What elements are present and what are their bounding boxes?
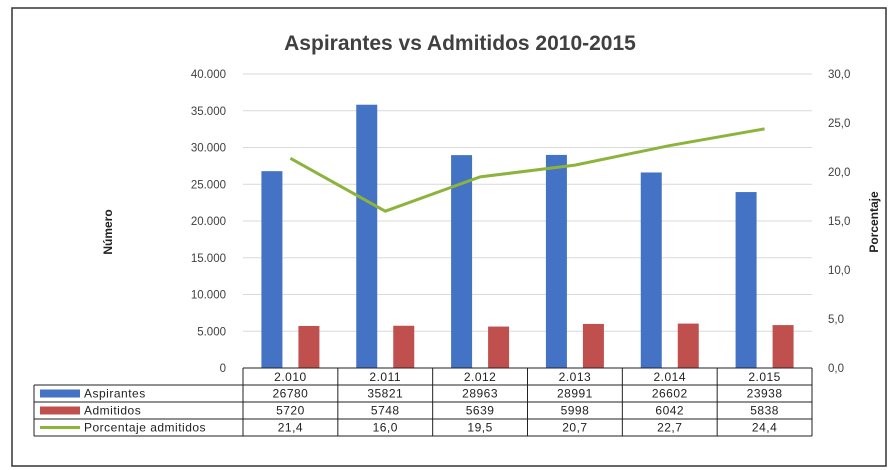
admitidos-bar bbox=[582, 323, 604, 368]
data-label: 23938 bbox=[747, 387, 783, 401]
y2-tick-label: 30,0 bbox=[828, 69, 850, 81]
aspirantes-bar bbox=[735, 192, 757, 368]
data-label: 21,4 bbox=[278, 421, 303, 435]
aspirantes-bar bbox=[545, 154, 567, 368]
admitidos-bar bbox=[488, 326, 510, 368]
x-category-label: 2.013 bbox=[559, 370, 592, 384]
data-label: 6042 bbox=[655, 404, 684, 418]
data-label: 16,0 bbox=[373, 421, 398, 435]
admitidos-bar bbox=[393, 325, 415, 368]
y-tick-label: 40.000 bbox=[191, 69, 226, 81]
aspirantes-legend-key bbox=[40, 389, 80, 398]
x-category-label: 2.014 bbox=[653, 370, 686, 384]
y-tick-label: 20.000 bbox=[191, 216, 226, 228]
data-label: 28963 bbox=[462, 387, 498, 401]
data-label: 28991 bbox=[557, 387, 593, 401]
data-label: 22,7 bbox=[657, 421, 682, 435]
x-category-label: 2.010 bbox=[274, 370, 307, 384]
tick-labels: 0 5.000 10.000 15.000 20.000 25.000 30.000 35.0… bbox=[191, 69, 851, 375]
data-label: 5748 bbox=[371, 404, 400, 418]
data-label: 26780 bbox=[272, 387, 308, 401]
aspirantes-bar bbox=[356, 104, 378, 369]
aspirantes-bar bbox=[640, 172, 662, 368]
data-label: 5639 bbox=[466, 404, 495, 418]
data-label: 5838 bbox=[750, 404, 779, 418]
y2-tick-label: 10,0 bbox=[828, 265, 850, 277]
porcentaje-line bbox=[289, 127, 765, 213]
y-tick-label: 25.000 bbox=[191, 179, 226, 191]
y2-tick-label: 0,0 bbox=[828, 363, 844, 375]
x-category-label: 2.011 bbox=[369, 370, 401, 384]
y-tick-label: 10.000 bbox=[191, 290, 226, 302]
data-label: 26602 bbox=[652, 387, 688, 401]
chart-title: Aspirantes vs Admitidos 2010-2015 bbox=[284, 32, 636, 55]
y2-tick-label: 5,0 bbox=[828, 314, 844, 326]
y-tick-label: 0 bbox=[220, 363, 226, 375]
x-category-label: 2.012 bbox=[464, 370, 497, 384]
y2-tick-label: 25,0 bbox=[828, 118, 850, 130]
y2-axis-title: Porcentaje bbox=[867, 191, 881, 253]
line-layer bbox=[289, 127, 765, 213]
data-table: 2.010 2.011 2.012 2.013 2.014 2.015 Aspirantes… bbox=[33, 367, 813, 437]
bars-layer bbox=[261, 104, 794, 369]
data-label: 5998 bbox=[561, 404, 590, 418]
x-category-label: 2.015 bbox=[748, 370, 781, 384]
y2-tick-label: 20,0 bbox=[828, 167, 850, 179]
aspirantes-bar bbox=[261, 171, 283, 368]
admitidos-bar bbox=[677, 323, 699, 368]
legend-label: Admitidos bbox=[84, 404, 141, 418]
y-tick-label: 5.000 bbox=[197, 326, 226, 338]
y-tick-label: 30.000 bbox=[191, 143, 226, 155]
data-label: 20,7 bbox=[562, 421, 587, 435]
y2-tick-label: 15,0 bbox=[828, 216, 850, 228]
admitidos-bar bbox=[772, 325, 794, 368]
legend-label: Aspirantes bbox=[84, 387, 146, 401]
y-axis-title: Número bbox=[101, 209, 115, 254]
data-label: 5720 bbox=[276, 404, 305, 418]
legend-label: Porcentaje admitidos bbox=[84, 421, 206, 435]
y-tick-label: 15.000 bbox=[191, 253, 226, 265]
admitidos-bar bbox=[298, 325, 320, 368]
aspirantes-bar bbox=[451, 155, 473, 368]
data-label: 19,5 bbox=[467, 421, 492, 435]
data-label: 35821 bbox=[367, 387, 403, 401]
admitidos-legend-key bbox=[40, 406, 80, 415]
data-label: 24,4 bbox=[752, 421, 777, 435]
y-tick-label: 35.000 bbox=[191, 106, 226, 118]
